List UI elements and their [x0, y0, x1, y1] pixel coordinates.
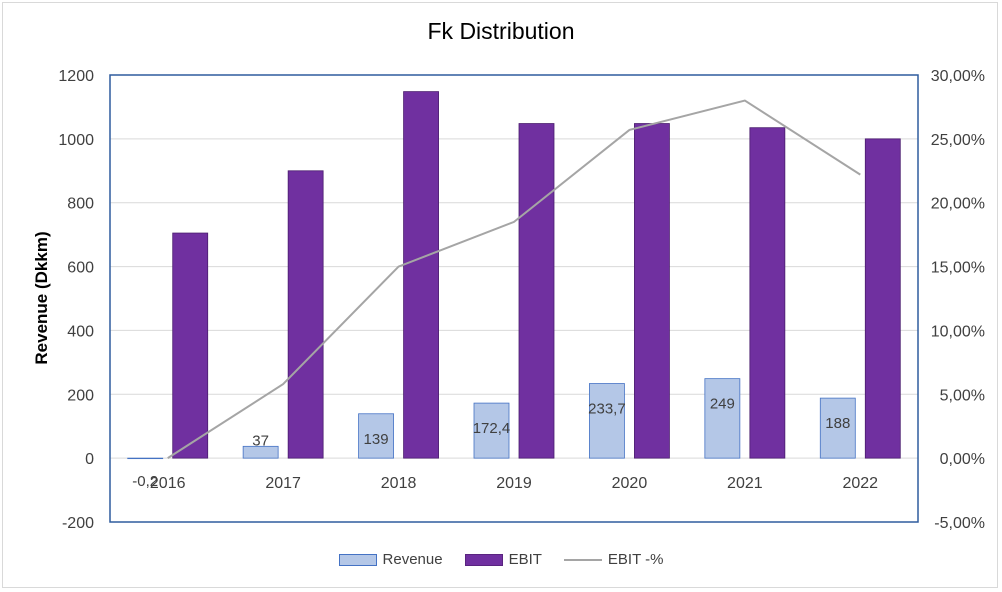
y-tick-label: 1000 [58, 132, 94, 149]
bar-revenue [358, 413, 394, 459]
x-tick-label: 2016 [150, 475, 186, 492]
y2-tick-label: 20,00% [931, 196, 985, 213]
y-tick-label: 600 [67, 260, 94, 277]
y2-tick-label: 10,00% [931, 323, 985, 340]
bar-revenue [242, 445, 279, 459]
y2-tick-label: 0,00% [940, 451, 985, 468]
y2-tick-label: -5,00% [934, 515, 985, 532]
data-label-revenue: 37 [252, 432, 269, 449]
y2-tick-label: 25,00% [931, 132, 985, 149]
bar-revenue [819, 397, 856, 459]
data-label-revenue: -0,2 [132, 473, 158, 490]
x-tick-label: 2017 [265, 475, 301, 492]
bar-ebit [403, 91, 439, 459]
legend-label-ebit: EBIT [508, 551, 542, 568]
x-tick-label: 2022 [842, 475, 878, 492]
x-tick-label: 2019 [496, 475, 532, 492]
bar-ebit [287, 170, 324, 459]
y2-tick-label: 30,00% [931, 68, 985, 85]
legend-item-ebit: EBIT [464, 551, 542, 568]
bar-ebit [634, 123, 670, 459]
data-label-revenue: 188 [825, 415, 850, 432]
chart-title: Fk Distribution [427, 18, 575, 44]
bar-ebit [749, 127, 786, 459]
y2-tick-label: 15,00% [931, 260, 985, 277]
legend-item-ebit-pct: EBIT -% [563, 551, 664, 568]
y-tick-label: 800 [67, 196, 94, 213]
bar-revenue [704, 378, 741, 459]
bar-revenue [127, 457, 164, 460]
plot-area-border [109, 74, 919, 523]
y-tick-label: 400 [67, 323, 94, 340]
x-tick-label: 2021 [727, 475, 763, 492]
legend-item-revenue: Revenue [338, 551, 443, 568]
x-tick-label: 2018 [381, 475, 417, 492]
bar-ebit [518, 123, 555, 459]
y-tick-label: 0 [85, 451, 94, 468]
legend-swatch-ebit-pct [563, 558, 602, 561]
y-tick-label: 200 [67, 387, 94, 404]
legend-label-ebit-pct: EBIT -% [607, 551, 664, 568]
legend-label-revenue: Revenue [382, 551, 443, 568]
data-label-revenue: 139 [364, 431, 389, 448]
data-label-revenue: 172,4 [473, 420, 511, 437]
y-tick-label: -200 [62, 515, 94, 532]
bar-revenue [589, 383, 625, 459]
legend-swatch-ebit [464, 553, 503, 566]
data-label-revenue: 249 [710, 396, 735, 413]
bar-revenue [473, 402, 510, 459]
y2-tick-label: 5,00% [940, 387, 985, 404]
bar-ebit [864, 138, 901, 459]
y-tick-label: 1200 [58, 68, 94, 85]
y-axis-title: Revenue (Dkkm) [32, 231, 51, 364]
legend: Revenue EBIT EBIT -% [0, 551, 1002, 568]
legend-swatch-revenue [338, 553, 377, 566]
x-tick-label: 2020 [612, 475, 648, 492]
data-label-revenue: 233,7 [588, 401, 626, 418]
bar-ebit [172, 232, 209, 459]
